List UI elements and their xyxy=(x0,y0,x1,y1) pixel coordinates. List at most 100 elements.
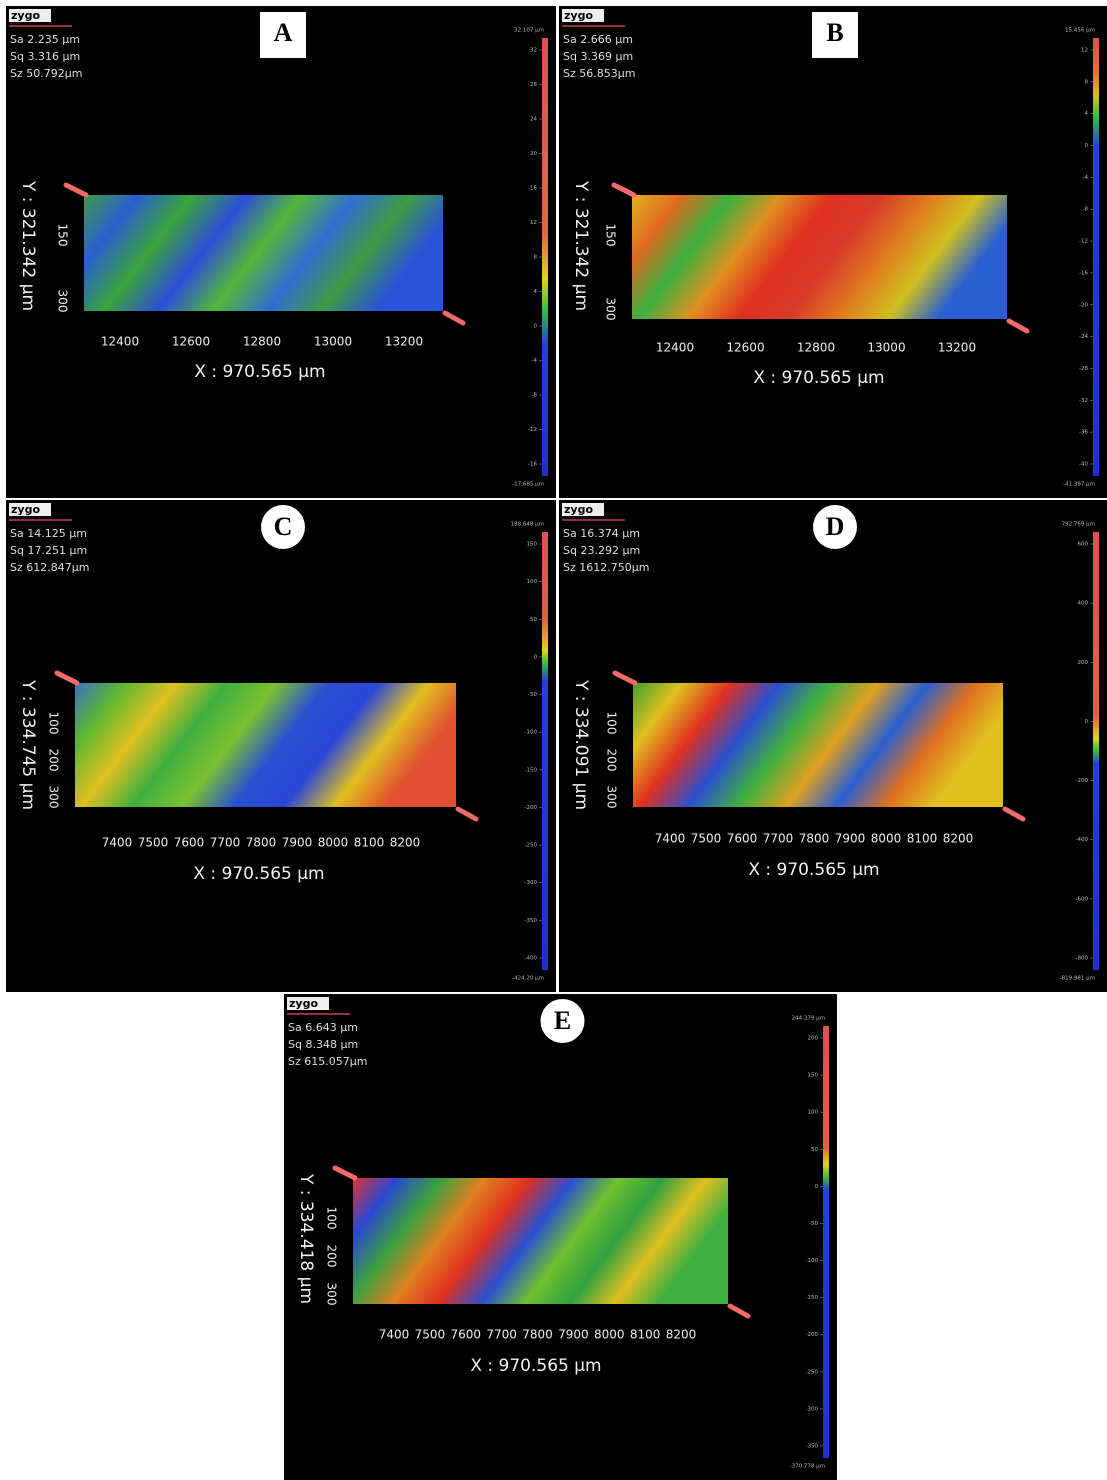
scale-tick-label: -100 xyxy=(806,1258,819,1264)
scale-tick-label: -20 xyxy=(1079,302,1088,308)
scale-tick-label: 4 xyxy=(534,289,538,295)
x-axis-label: X : 970.565 µm xyxy=(193,864,324,884)
x-tick-label: 7600 xyxy=(727,832,758,846)
x-tick-label: 8000 xyxy=(594,1328,625,1342)
scale-tick-label: -16 xyxy=(1079,270,1088,276)
x-tick-label: 13000 xyxy=(314,335,352,349)
x-tick-label: 12800 xyxy=(797,341,835,355)
scale-tick-label: -28 xyxy=(1079,366,1088,372)
scale-min: -370.778 µm xyxy=(790,1464,825,1470)
x-tick-label: 7800 xyxy=(799,832,830,846)
stat: Sq 3.369 µm xyxy=(563,50,633,63)
scale-tick-label: -300 xyxy=(806,1406,819,1412)
x-tick-label: 7400 xyxy=(655,832,686,846)
x-tick-label: 7900 xyxy=(558,1328,589,1342)
scale-tick-label: -16 xyxy=(528,462,537,468)
scale-tick-label: 12 xyxy=(530,220,537,226)
y-tick-label: 200 xyxy=(47,749,61,772)
surface-map xyxy=(633,683,1003,807)
y-tick-label: 300 xyxy=(604,298,618,321)
scale-tick-label: 0 xyxy=(534,324,538,330)
scale-tick-label: 16 xyxy=(530,186,537,192)
y-tick-label: 300 xyxy=(56,290,70,313)
scale-tick-label: 600 xyxy=(1078,542,1089,548)
scale-min: -424.20 µm xyxy=(512,976,544,982)
scale-tick-label: -24 xyxy=(1079,334,1088,340)
y-tick-label: 100 xyxy=(47,712,61,735)
logo: zygo xyxy=(289,997,318,1010)
y-tick-label: 300 xyxy=(325,1283,339,1306)
y-axis-label: Y : 334.091 µm xyxy=(571,679,591,810)
x-tick-label: 13200 xyxy=(385,335,423,349)
stat: Sz 612.847µm xyxy=(10,561,89,574)
scale-tick-label: -32 xyxy=(1079,398,1088,404)
stat: Sa 16.374 µm xyxy=(563,527,640,540)
x-tick-label: 13000 xyxy=(867,341,905,355)
scale-min: -41.397 µm xyxy=(1063,482,1095,488)
scale-tick-label: -400 xyxy=(525,956,538,962)
x-tick-label: 13200 xyxy=(938,341,976,355)
color-scale xyxy=(823,1026,829,1458)
color-scale xyxy=(542,532,548,970)
y-tick-label: 300 xyxy=(47,786,61,809)
scale-tick-label: -150 xyxy=(525,767,538,773)
y-axis-label: Y : 334.745 µm xyxy=(18,679,38,810)
x-tick-label: 8000 xyxy=(318,836,349,850)
panel-label: A xyxy=(274,18,293,47)
x-tick-label: 12400 xyxy=(101,335,139,349)
scale-tick-label: -600 xyxy=(1076,896,1089,902)
logo: zygo xyxy=(564,9,593,22)
scale-tick-label: 400 xyxy=(1078,601,1089,607)
x-tick-label: 12800 xyxy=(243,335,281,349)
scale-max: 188.648 µm xyxy=(511,522,544,528)
color-scale xyxy=(1093,38,1099,476)
x-tick-label: 12600 xyxy=(726,341,764,355)
color-scale xyxy=(542,38,548,476)
y-tick-label: 150 xyxy=(604,224,618,247)
scale-max: 244.279 µm xyxy=(792,1016,825,1022)
scale-tick-label: -350 xyxy=(806,1444,819,1450)
scale-tick-label: -200 xyxy=(525,805,538,811)
logo: zygo xyxy=(11,503,40,516)
scale-tick-label: -250 xyxy=(525,843,538,849)
scale-tick-label: 0 xyxy=(534,654,538,660)
scale-tick-label: -8 xyxy=(532,393,538,399)
scale-tick-label: 100 xyxy=(808,1110,819,1116)
stat: Sq 8.348 µm xyxy=(288,1038,358,1051)
stat: Sa 6.643 µm xyxy=(288,1021,358,1034)
scale-tick-label: -50 xyxy=(528,692,537,698)
scale-max: 32.107 µm xyxy=(514,28,544,34)
scale-tick-label: -400 xyxy=(1076,837,1089,843)
x-tick-label: 7500 xyxy=(691,832,722,846)
scale-tick-label: 12 xyxy=(1081,48,1088,54)
panel-label: C xyxy=(274,512,293,541)
stat: Sz 1612.750µm xyxy=(563,561,649,574)
scale-tick-label: 8 xyxy=(534,255,538,261)
stat: Sa 2.235 µm xyxy=(10,33,80,46)
scale-tick-label: -300 xyxy=(525,880,538,886)
scale-tick-label: -4 xyxy=(1083,175,1089,181)
y-tick-label: 100 xyxy=(605,712,619,735)
figure: zygoSa 2.235 µmSq 3.316 µmSz 50.792µmAY … xyxy=(0,0,1107,1480)
x-tick-label: 7800 xyxy=(246,836,277,850)
logo: zygo xyxy=(564,503,593,516)
x-tick-label: 7900 xyxy=(282,836,313,850)
scale-tick-label: -350 xyxy=(525,918,538,924)
scale-tick-label: 150 xyxy=(527,542,538,548)
scale-tick-label: -200 xyxy=(806,1332,819,1338)
x-tick-label: 7600 xyxy=(450,1328,481,1342)
page: {"panels": [ {"label": "A", "logo": "zyg… xyxy=(0,0,1107,1480)
color-scale xyxy=(1093,532,1099,970)
x-tick-label: 8200 xyxy=(390,836,421,850)
x-axis-label: X : 970.565 µm xyxy=(470,1356,601,1376)
stat: Sq 17.251 µm xyxy=(10,544,87,557)
stat: Sz 56.853µm xyxy=(563,67,635,80)
x-tick-label: 7700 xyxy=(486,1328,517,1342)
x-tick-label: 8200 xyxy=(666,1328,697,1342)
scale-tick-label: 150 xyxy=(808,1073,819,1079)
